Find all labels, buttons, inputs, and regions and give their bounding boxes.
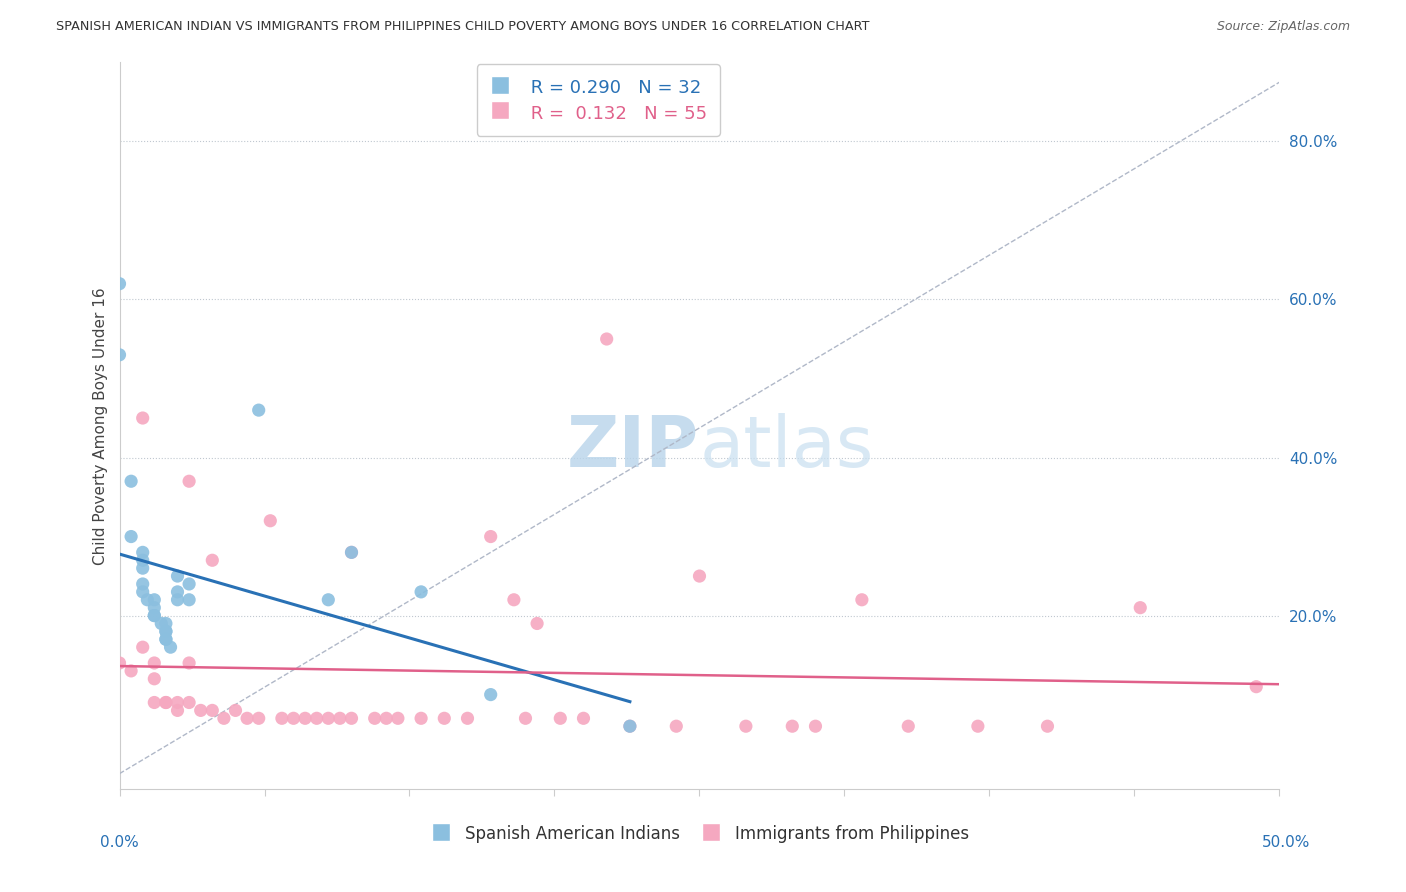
- Text: 0.0%: 0.0%: [100, 836, 139, 850]
- Point: [735, 719, 758, 733]
- Point: [177, 577, 201, 591]
- Text: ZIP: ZIP: [567, 413, 700, 483]
- Text: atlas: atlas: [700, 413, 875, 483]
- Point: [456, 711, 478, 725]
- Point: [283, 711, 305, 725]
- Point: [132, 561, 155, 575]
- Point: [363, 711, 385, 725]
- Point: [166, 585, 188, 599]
- Point: [526, 616, 548, 631]
- Point: [340, 545, 363, 559]
- Point: [411, 585, 433, 599]
- Point: [433, 711, 456, 725]
- Point: [150, 616, 173, 631]
- Point: [155, 632, 177, 647]
- Point: [166, 592, 188, 607]
- Point: [108, 348, 131, 362]
- Point: [177, 696, 201, 710]
- Point: [1246, 680, 1268, 694]
- Point: [166, 696, 188, 710]
- Point: [143, 656, 166, 670]
- Point: [159, 640, 181, 655]
- Point: [155, 632, 177, 647]
- Point: [851, 592, 873, 607]
- Point: [177, 475, 201, 489]
- Point: [143, 608, 166, 623]
- Point: [1129, 600, 1152, 615]
- Point: [689, 569, 711, 583]
- Point: [804, 719, 827, 733]
- Point: [108, 277, 131, 291]
- Point: [411, 711, 433, 725]
- Point: [247, 403, 270, 417]
- Point: [132, 545, 155, 559]
- Point: [550, 711, 572, 725]
- Point: [155, 696, 177, 710]
- Text: SPANISH AMERICAN INDIAN VS IMMIGRANTS FROM PHILIPPINES CHILD POVERTY AMONG BOYS : SPANISH AMERICAN INDIAN VS IMMIGRANTS FR…: [56, 20, 870, 33]
- Legend: Spanish American Indians, Immigrants from Philippines: Spanish American Indians, Immigrants fro…: [423, 818, 976, 850]
- Point: [318, 592, 340, 607]
- Point: [143, 592, 166, 607]
- Point: [155, 624, 177, 639]
- Point: [177, 656, 201, 670]
- Point: [132, 640, 155, 655]
- Point: [132, 411, 155, 425]
- Point: [177, 592, 201, 607]
- Point: [619, 719, 641, 733]
- Point: [136, 592, 159, 607]
- Point: [259, 514, 281, 528]
- Point: [155, 624, 177, 639]
- Point: [143, 600, 166, 615]
- Point: [340, 711, 363, 725]
- Point: [318, 711, 340, 725]
- Text: Source: ZipAtlas.com: Source: ZipAtlas.com: [1216, 20, 1350, 33]
- Point: [108, 656, 131, 670]
- Point: [897, 719, 920, 733]
- Point: [201, 553, 224, 567]
- Point: [340, 545, 363, 559]
- Point: [132, 585, 155, 599]
- Point: [166, 703, 188, 717]
- Point: [166, 569, 188, 583]
- Point: [247, 711, 270, 725]
- Point: [120, 664, 142, 678]
- Point: [143, 608, 166, 623]
- Text: 50.0%: 50.0%: [1263, 836, 1310, 850]
- Point: [132, 577, 155, 591]
- Point: [155, 616, 177, 631]
- Point: [201, 703, 224, 717]
- Point: [619, 719, 641, 733]
- Point: [572, 711, 595, 725]
- Point: [132, 553, 155, 567]
- Point: [270, 711, 294, 725]
- Point: [329, 711, 352, 725]
- Point: [479, 530, 502, 544]
- Point: [236, 711, 259, 725]
- Y-axis label: Child Poverty Among Boys Under 16: Child Poverty Among Boys Under 16: [93, 287, 108, 565]
- Point: [596, 332, 619, 346]
- Point: [120, 530, 142, 544]
- Point: [155, 696, 177, 710]
- Point: [375, 711, 398, 725]
- Point: [294, 711, 316, 725]
- Point: [143, 672, 166, 686]
- Point: [665, 719, 688, 733]
- Point: [387, 711, 409, 725]
- Point: [212, 711, 235, 725]
- Point: [479, 688, 502, 702]
- Point: [225, 703, 247, 717]
- Point: [143, 696, 166, 710]
- Point: [515, 711, 537, 725]
- Point: [305, 711, 328, 725]
- Point: [967, 719, 990, 733]
- Point: [782, 719, 804, 733]
- Point: [1036, 719, 1059, 733]
- Point: [120, 475, 142, 489]
- Point: [190, 703, 212, 717]
- Point: [503, 592, 526, 607]
